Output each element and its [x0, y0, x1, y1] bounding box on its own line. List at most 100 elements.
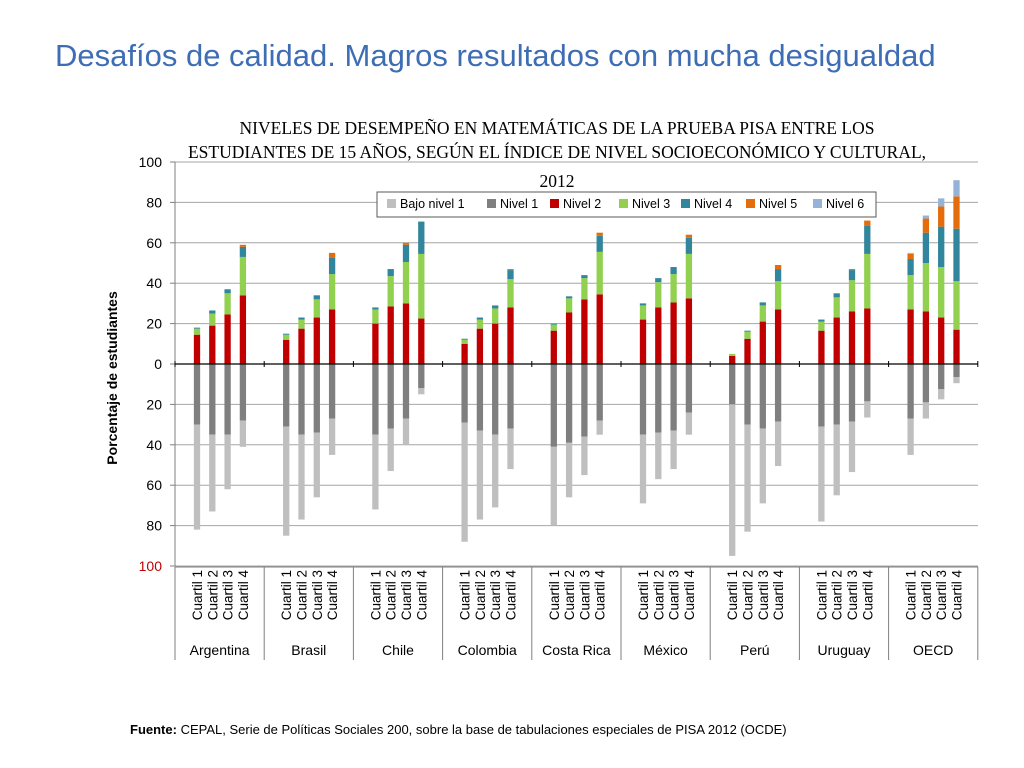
quartile-label: Cuartil 4 — [860, 570, 875, 621]
bar-segment-nivel-1 — [744, 364, 751, 425]
bar-segment-nivel-1 — [298, 364, 305, 435]
bar-segment-nivel-4 — [774, 269, 782, 282]
bar-segment-bajo-nivel-1 — [639, 434, 647, 504]
group-oecd — [907, 180, 960, 455]
bar-segment-nivel-3 — [759, 305, 766, 322]
bar-segment-nivel-1 — [283, 364, 290, 427]
legend-swatch — [387, 199, 396, 208]
bar-segment-nivel-6 — [953, 180, 960, 197]
bar-segment-nivel-2 — [550, 330, 557, 364]
legend-swatch — [681, 199, 690, 208]
quartile-label: Cuartil 2 — [830, 570, 845, 620]
bar-segment-nivel-3 — [685, 253, 693, 299]
bar-segment-nivel-1 — [729, 364, 736, 405]
bar-segment-nivel-1 — [550, 364, 557, 447]
bar-segment-nivel-4 — [818, 319, 825, 322]
bar-segment-nivel-4 — [476, 317, 484, 320]
quartile-label: Cuartil 3 — [845, 570, 860, 620]
bar-segment-nivel-1 — [759, 364, 766, 429]
bar-segment-nivel-2 — [639, 319, 647, 364]
y-tick-label: 80 — [146, 194, 162, 210]
bar-segment-nivel-4 — [953, 228, 960, 282]
bar-segment-bajo-nivel-1 — [655, 432, 662, 480]
bar-segment-bajo-nivel-1 — [581, 436, 588, 476]
bar-segment-nivel-5 — [938, 206, 945, 227]
bar-segment-nivel-1 — [418, 364, 425, 389]
bar-segment-nivel-4 — [565, 296, 573, 299]
bar-segment-bajo-nivel-1 — [953, 377, 960, 384]
bar-segment-nivel-1 — [402, 364, 410, 419]
bar-segment-nivel-3 — [402, 261, 410, 304]
bar-segment-nivel-1 — [565, 364, 573, 443]
quartile-label: Cuartil 2 — [651, 570, 666, 620]
bar-segment-nivel-5 — [953, 196, 960, 229]
bar-segment-nivel-1 — [655, 364, 662, 433]
bar-segment-nivel-5 — [402, 242, 410, 245]
bar-segment-nivel-3 — [492, 308, 499, 324]
bar-segment-nivel-2 — [774, 309, 782, 364]
bar-segment-nivel-2 — [507, 307, 514, 364]
chart-title: NIVELES DE DESEMPEÑO EN MATEMÁTICAS DE L… — [188, 118, 926, 191]
bar-segment-nivel-1 — [492, 364, 499, 435]
bar-segment-nivel-6 — [907, 252, 914, 254]
legend: Bajo nivel 1 Nivel 1 Nivel 2 Nivel 3 Nivel 4… — [376, 191, 877, 218]
bar-segment-nivel-4 — [298, 317, 305, 320]
quartile-label: Cuartil 4 — [325, 570, 340, 621]
bar-segment-bajo-nivel-1 — [492, 434, 499, 508]
bar-segment-nivel-2 — [744, 338, 751, 364]
legend-swatch — [746, 199, 755, 208]
bar-segment-bajo-nivel-1 — [670, 430, 677, 470]
bar-segment-nivel-5 — [907, 253, 914, 259]
bar-segment-nivel-1 — [193, 364, 201, 425]
bar-segment-nivel-3 — [848, 280, 856, 312]
bar-segment-bajo-nivel-1 — [224, 434, 231, 490]
bar-segment-nivel-3 — [550, 324, 557, 331]
bar-segment-nivel-3 — [313, 299, 320, 318]
bar-segment-nivel-3 — [461, 339, 468, 344]
bar-segment-nivel-2 — [953, 329, 960, 364]
bar-segment-bajo-nivel-1 — [596, 420, 603, 435]
y-tick-label: 40 — [146, 275, 162, 291]
group-costa-rica — [550, 232, 603, 526]
quartile-label: Cuartil 2 — [295, 570, 310, 620]
bar-segment-nivel-1 — [864, 364, 871, 402]
bar-segment-nivel-2 — [759, 321, 766, 364]
bar-segment-nivel-1 — [313, 364, 320, 433]
y-tick-label: 80 — [146, 518, 162, 534]
bar-segment-nivel-1 — [922, 364, 930, 403]
bar-segment-nivel-6 — [922, 215, 930, 219]
quartile-label: Cuartil 3 — [221, 570, 236, 620]
bar-segment-nivel-5 — [848, 269, 856, 271]
group-argentina — [193, 244, 247, 530]
y-tick-label: 60 — [146, 235, 162, 251]
bar-segment-nivel-4 — [907, 258, 914, 276]
bar-segment-bajo-nivel-1 — [864, 401, 871, 418]
bar-segment-bajo-nivel-1 — [283, 426, 290, 536]
bar-segment-nivel-1 — [328, 364, 336, 419]
bar-segment-nivel-3 — [655, 282, 662, 308]
bar-segment-nivel-4 — [833, 293, 840, 298]
bar-segment-nivel-3 — [565, 298, 573, 313]
quartile-label: Cuartil 1 — [458, 570, 473, 620]
bar-segment-nivel-4 — [461, 338, 468, 340]
bars — [193, 180, 960, 556]
bar-segment-nivel-4 — [328, 257, 336, 275]
legend-swatch — [813, 199, 822, 208]
bar-segment-nivel-5 — [864, 220, 871, 226]
group-brasil — [283, 252, 336, 536]
bar-segment-nivel-4 — [387, 269, 394, 277]
legend-label: Nivel 1 — [500, 197, 538, 211]
bar-segment-nivel-1 — [833, 364, 840, 425]
legend-label: Nivel 4 — [694, 197, 732, 211]
bar-segment-nivel-2 — [224, 314, 231, 364]
country-label: Brasil — [291, 642, 326, 658]
bar-segment-bajo-nivel-1 — [239, 420, 247, 447]
bar-segment-bajo-nivel-1 — [685, 412, 693, 435]
quartile-label: Cuartil 1 — [368, 570, 383, 620]
country-label: México — [643, 642, 688, 658]
bar-segment-bajo-nivel-1 — [298, 434, 305, 520]
bar-segment-nivel-1 — [818, 364, 825, 427]
bar-segment-nivel-4 — [283, 333, 290, 335]
legend-label: Nivel 6 — [826, 197, 864, 211]
bar-segment-nivel-3 — [670, 274, 677, 303]
